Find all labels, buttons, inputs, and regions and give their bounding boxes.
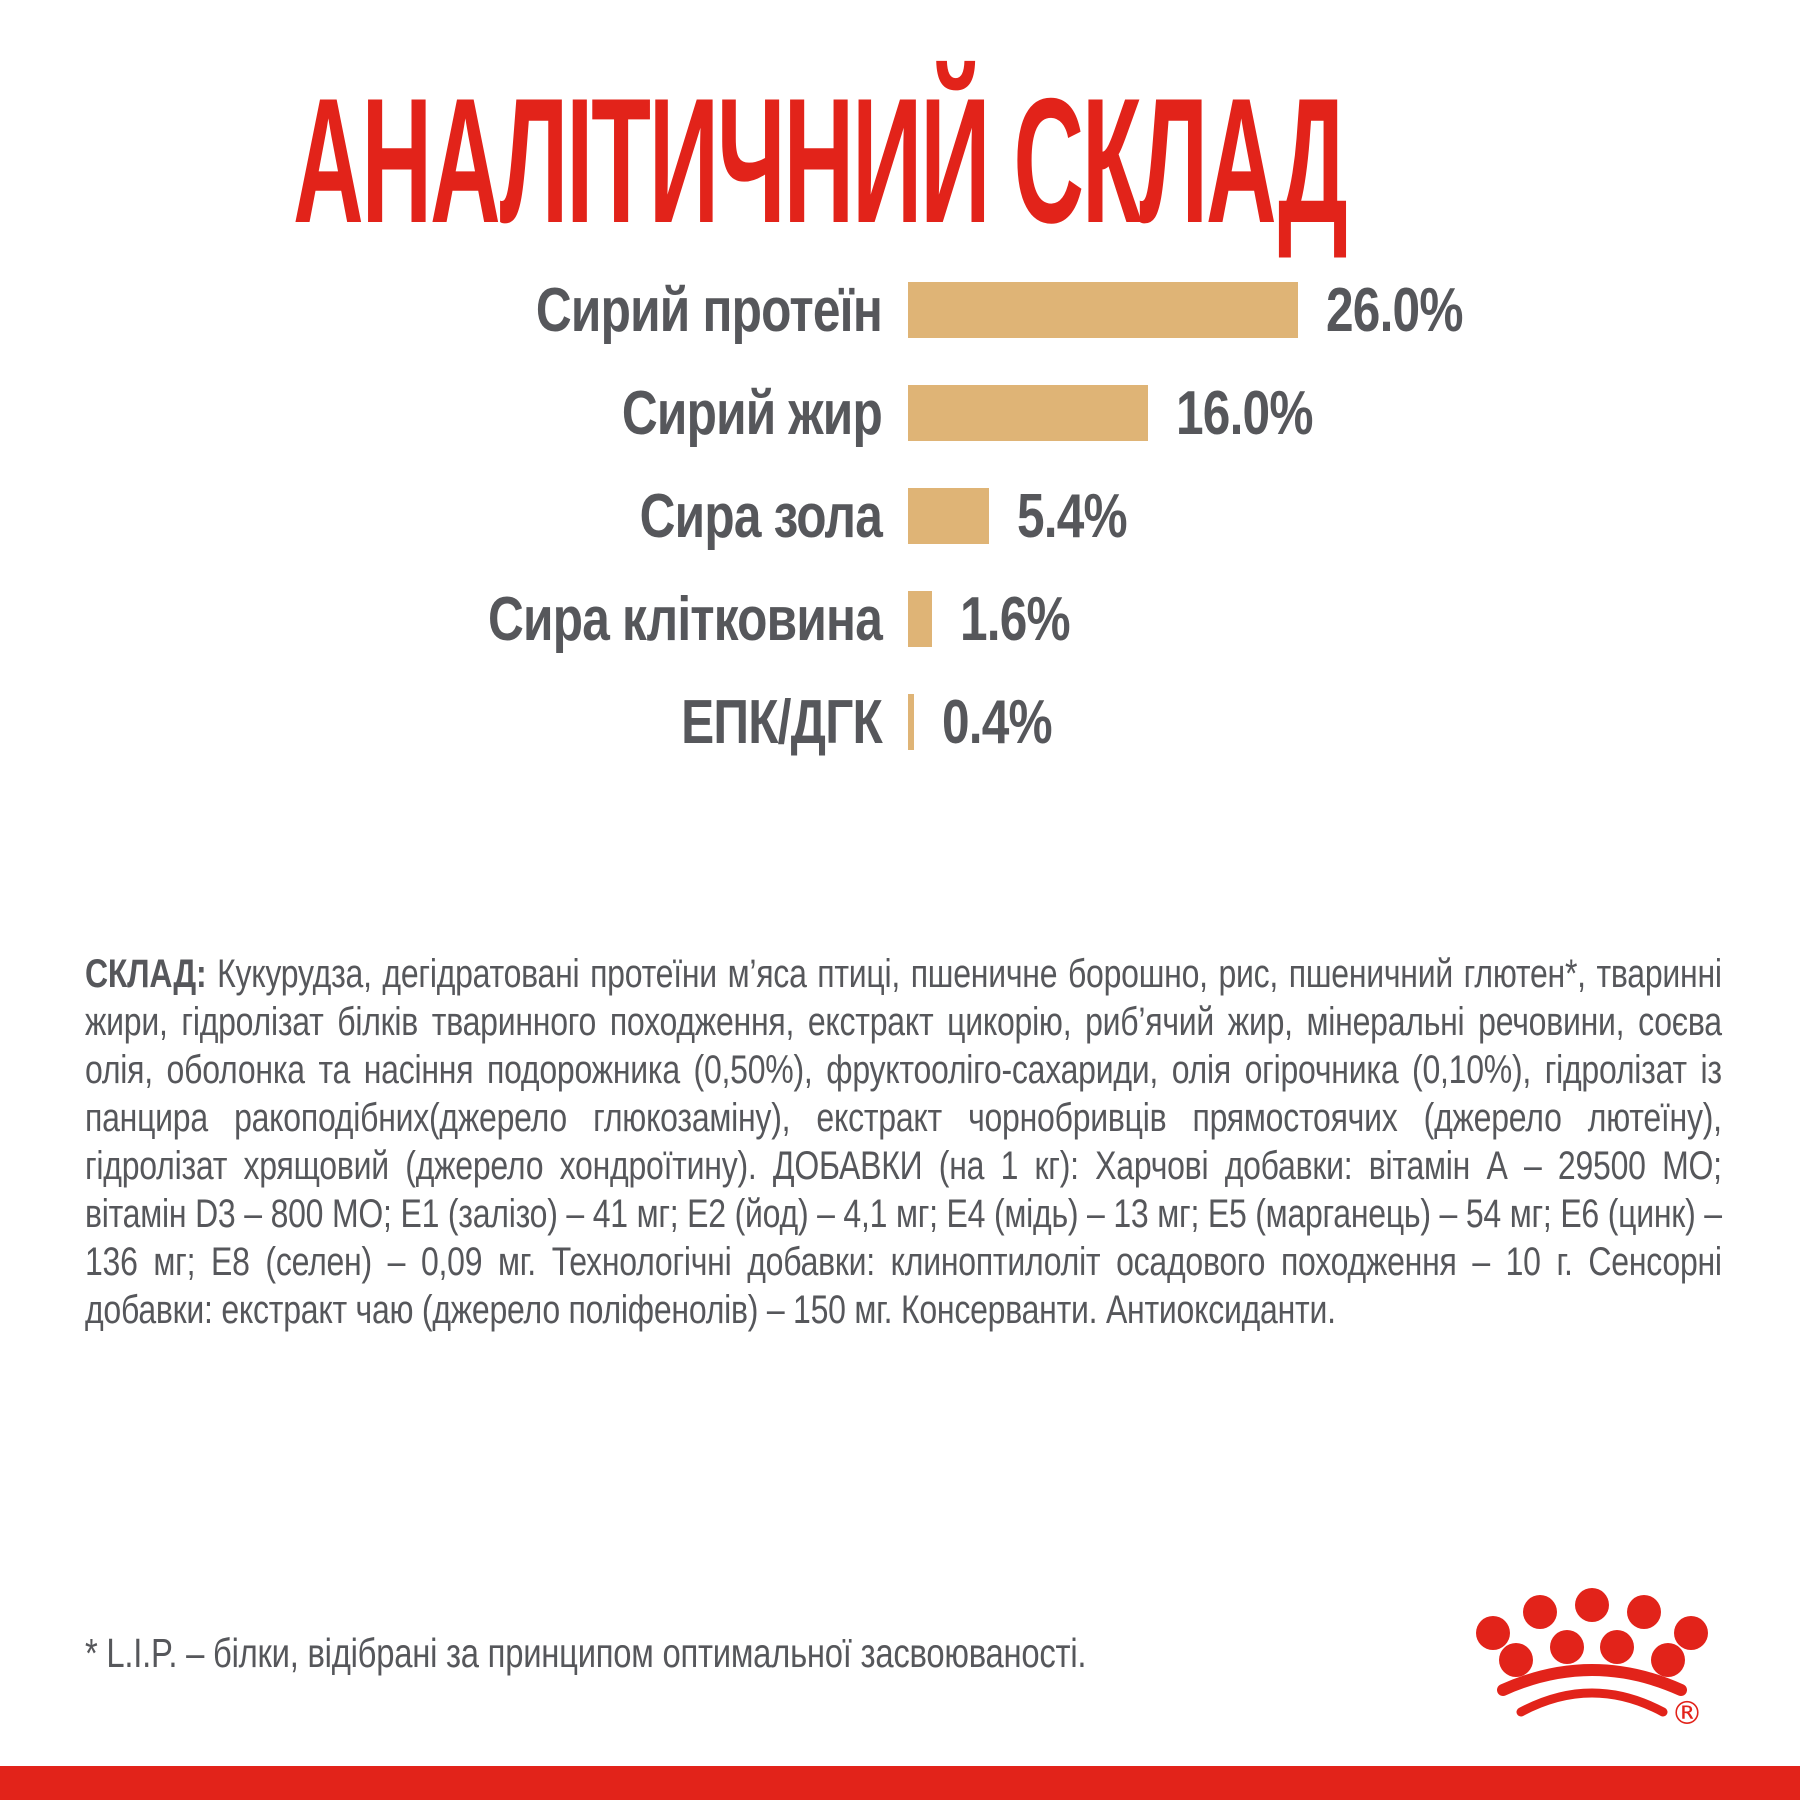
crown-dot — [1627, 1595, 1661, 1629]
crown-dot — [1575, 1588, 1609, 1622]
chart-bar — [908, 694, 914, 750]
chart-value-label: 1.6% — [960, 584, 1071, 654]
chart-value-label: 26.0% — [1326, 275, 1463, 345]
chart-row: Сира клітковина 1.6% — [0, 585, 1497, 654]
footer-red-bar — [0, 1766, 1800, 1800]
crown-dot — [1674, 1616, 1708, 1650]
chart-category-label: Сирий протеїн — [535, 275, 883, 345]
crown-arc — [1497, 1664, 1687, 1696]
chart-category-label: Сира клітковина — [488, 584, 883, 654]
crown-arc — [1516, 1688, 1668, 1717]
chart-row: Сирий жир 16.0% — [0, 379, 1497, 448]
composition-paragraph: СКЛАД: Кукурудза, дегідратовані протеїни… — [85, 950, 1722, 1334]
chart-value-label: 0.4% — [942, 687, 1053, 757]
chart-value-label: 16.0% — [1176, 378, 1313, 448]
chart-bar — [908, 488, 989, 544]
chart-bar — [908, 282, 1298, 338]
crown-dot — [1651, 1643, 1685, 1677]
crown-dot — [1600, 1630, 1634, 1664]
composition-label: СКЛАД: — [85, 952, 207, 996]
crown-dot — [1550, 1630, 1584, 1664]
lip-footnote: * L.I.P. – білки, відібрані за принципом… — [85, 1630, 1087, 1676]
chart-bar — [908, 591, 932, 647]
crown-dot — [1523, 1595, 1557, 1629]
crown-dot — [1476, 1616, 1510, 1650]
crown-dot — [1499, 1643, 1533, 1677]
page-title: АНАЛІТИЧНИЙ СКЛАД — [293, 61, 1348, 260]
chart-bar — [908, 385, 1148, 441]
registered-trademark: ® — [1671, 1694, 1703, 1728]
composition-text: Кукурудза, дегідратовані протеїни м’яса … — [85, 952, 1722, 1332]
chart-category-label: ЕПК/ДГК — [681, 687, 883, 757]
chart-row: ЕПК/ДГК 0.4% — [0, 688, 1497, 757]
chart-row: Сирий протеїн 26.0% — [0, 276, 1497, 345]
chart-category-label: Сирий жир — [621, 378, 883, 448]
chart-category-label: Сира зола — [639, 481, 883, 551]
chart-value-label: 5.4% — [1017, 481, 1128, 551]
chart-row: Сира зола 5.4% — [0, 482, 1497, 551]
composition-chart: Сирий протеїн 26.0% Сирий жир 16.0% Сира зол… — [0, 276, 1497, 757]
royal-canin-crown-icon: ® — [1476, 1588, 1708, 1728]
